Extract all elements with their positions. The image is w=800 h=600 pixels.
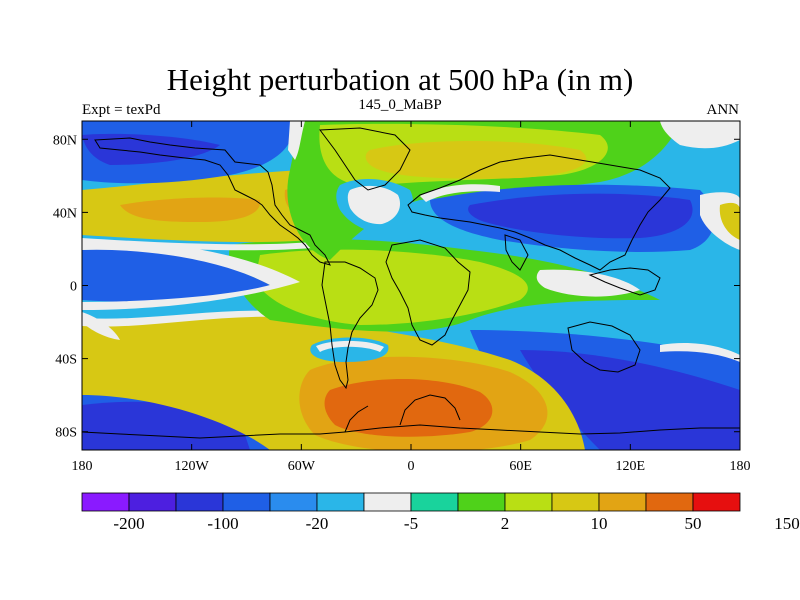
outline-eurasia [407, 154, 671, 271]
colorbar-label: 150 [774, 514, 800, 533]
outline-africa [385, 239, 471, 346]
colorbar-box [457, 492, 506, 512]
colorbar-box [363, 492, 412, 512]
colorbar-box [128, 492, 177, 512]
contour-se-pacific-darkblue [520, 350, 740, 450]
colorbar-labels: -200 -100 -20 -5 2 10 50 150 [113, 514, 799, 533]
contour-greenland-white [347, 185, 401, 225]
outline-north-america [94, 137, 331, 266]
outline-se-asia [588, 267, 661, 296]
colorbar-label: 10 [591, 514, 608, 533]
colorbar-box [645, 492, 694, 512]
colorbar-box [316, 492, 365, 512]
x-tick-label: 60E [509, 459, 532, 474]
contour-se-white-band [660, 343, 740, 362]
contour-south-atlantic-white [316, 340, 384, 352]
contour-north-white-band [82, 238, 312, 251]
colorbar-box [81, 492, 130, 512]
height-perturbation-contours [82, 121, 740, 450]
plot-title: Height perturbation at 500 hPa (in m) [166, 62, 634, 97]
colorbar-box [175, 492, 224, 512]
longitude-axis: 180 120W 60W 0 60E 120E 180 [72, 121, 751, 474]
colorbar-label: -100 [207, 514, 238, 533]
contour-south-white-band [82, 310, 300, 327]
contour-north-atlantic-gold [120, 197, 261, 222]
contour-east-pacific-white [82, 241, 300, 310]
colorbar-box [410, 492, 459, 512]
colorbar-box [692, 492, 741, 512]
colorbar-label: -5 [404, 514, 418, 533]
contour-arctic-white [288, 121, 305, 160]
contour-north-pacific-white-edge [420, 184, 500, 202]
y-tick-label: 40S [55, 353, 77, 368]
y-tick-label: 80S [55, 426, 77, 441]
latitude-axis: 80N 40N 0 40S 80S [53, 133, 740, 441]
outline-antarctic-peninsula [344, 405, 369, 433]
contour-north-pacific-darkblue [468, 193, 693, 239]
colorbar-label: -200 [113, 514, 144, 533]
outline-india [504, 234, 529, 271]
colorbar [81, 492, 741, 512]
contour-arctic-darkblue [82, 133, 220, 165]
x-tick-label: 180 [730, 459, 751, 474]
colorbar-label: -20 [306, 514, 329, 533]
colorbar-box [598, 492, 647, 512]
x-tick-label: 180 [72, 459, 93, 474]
outline-greenland [319, 127, 411, 191]
continent-outlines [82, 127, 740, 439]
outline-australia [567, 321, 641, 373]
outline-antarctic-bay [399, 394, 461, 426]
colorbar-box [551, 492, 600, 512]
contour-sw-white-band [82, 312, 120, 340]
y-tick-label: 0 [70, 280, 77, 295]
outline-antarctica [344, 424, 740, 435]
x-tick-label: 120E [616, 459, 646, 474]
contour-east-pacific-blue [82, 248, 270, 302]
contour-southern-orange [324, 378, 493, 437]
y-tick-label: 80N [53, 133, 77, 148]
colorbar-box [269, 492, 318, 512]
experiment-label: Expt = texPd [82, 102, 161, 118]
colorbar-box [504, 492, 553, 512]
contour-eurasia-olive [365, 141, 587, 179]
time-label: 145_0_MaBP [358, 97, 442, 113]
y-tick-label: 40N [53, 206, 77, 221]
x-tick-label: 120W [175, 459, 210, 474]
contour-asia-white-patch [536, 269, 640, 297]
outline-antarctic-ice-shelf [82, 431, 346, 439]
colorbar-label: 50 [685, 514, 702, 533]
x-tick-label: 60W [288, 459, 316, 474]
x-tick-label: 0 [408, 459, 415, 474]
colorbar-label: 2 [501, 514, 510, 533]
colorbar-box [222, 492, 271, 512]
contour-ne-corner-white [660, 121, 740, 149]
outline-south-america [321, 261, 379, 390]
season-label: ANN [706, 102, 740, 118]
